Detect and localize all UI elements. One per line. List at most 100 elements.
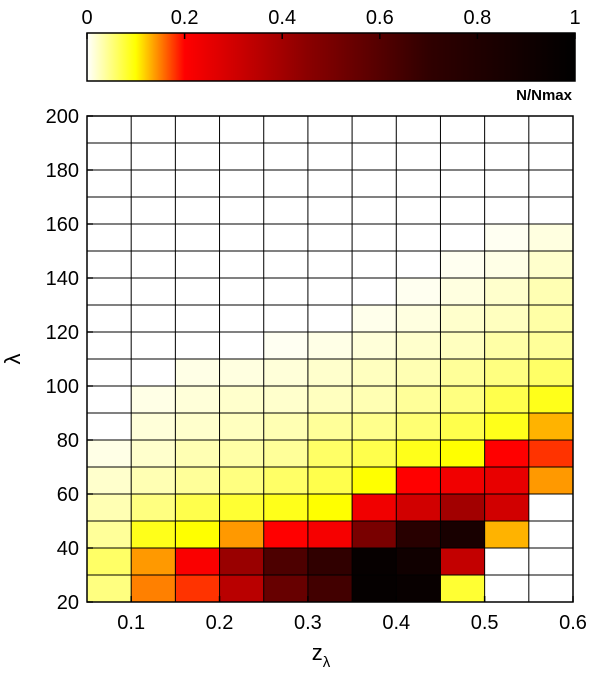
heatmap-cell bbox=[263, 170, 308, 197]
heatmap-cell bbox=[131, 413, 176, 440]
heatmap-cell bbox=[175, 143, 220, 170]
x-tick-label: 0.4 bbox=[382, 612, 410, 634]
heatmap-cell bbox=[396, 548, 441, 575]
heatmap-cell bbox=[219, 359, 264, 386]
heatmap-cell bbox=[307, 305, 353, 332]
heatmap-cell bbox=[87, 494, 132, 521]
heatmap-cell bbox=[131, 440, 176, 467]
heatmap-cell bbox=[440, 359, 485, 386]
heatmap-cell bbox=[131, 548, 176, 575]
colorbar-tick-label: 0 bbox=[81, 7, 92, 29]
heatmap-cell bbox=[484, 116, 529, 143]
heatmap-cell bbox=[528, 197, 573, 224]
heatmap-cell bbox=[440, 332, 485, 359]
heatmap-cell bbox=[87, 386, 132, 413]
heatmap-cell bbox=[396, 521, 441, 548]
heatmap-cell bbox=[352, 251, 397, 278]
heatmap-cell bbox=[87, 575, 132, 602]
heatmap-cell bbox=[263, 224, 308, 251]
heatmap-cell bbox=[307, 278, 353, 305]
heatmap-cell bbox=[528, 143, 573, 170]
heatmap-cell bbox=[263, 494, 308, 521]
heatmap-cell bbox=[440, 413, 485, 440]
heatmap-cell bbox=[263, 197, 308, 224]
heatmap-cell bbox=[263, 143, 308, 170]
heatmap-cell bbox=[352, 359, 397, 386]
heatmap-cell bbox=[396, 278, 441, 305]
heatmap-cell bbox=[352, 575, 397, 602]
heatmap-cell bbox=[307, 467, 353, 494]
heatmap-cell bbox=[307, 359, 353, 386]
heatmap-cell bbox=[263, 440, 308, 467]
colorbar-gradient bbox=[86, 32, 576, 82]
heatmap-cell bbox=[440, 197, 485, 224]
heatmap-cell bbox=[307, 494, 353, 521]
heatmap-cell bbox=[87, 278, 132, 305]
heatmap-cell bbox=[484, 251, 529, 278]
heatmap-cell bbox=[484, 440, 529, 467]
heatmap-cell bbox=[528, 332, 573, 359]
heatmap-cell bbox=[396, 494, 441, 521]
heatmap-cell bbox=[87, 224, 132, 251]
y-tick-label: 20 bbox=[57, 592, 79, 614]
heatmap-cell bbox=[440, 440, 485, 467]
heatmap-cell bbox=[219, 467, 264, 494]
heatmap-cell bbox=[484, 575, 529, 602]
x-tick-label: 0.5 bbox=[471, 612, 499, 634]
x-tick-label: 0.1 bbox=[117, 612, 145, 634]
heatmap-cell bbox=[528, 413, 573, 440]
heatmap-cell bbox=[396, 413, 441, 440]
heatmap-cell bbox=[352, 467, 397, 494]
y-tick-label: 60 bbox=[57, 484, 79, 506]
y-axis-ticks: 20 40 60 80 100 120 140 160 180 200 bbox=[46, 106, 93, 614]
heatmap-cell bbox=[219, 305, 264, 332]
heatmap-cell bbox=[307, 386, 353, 413]
heatmap-cell bbox=[219, 521, 264, 548]
heatmap-cell bbox=[528, 224, 573, 251]
heatmap-cell bbox=[484, 359, 529, 386]
heatmap-cell bbox=[396, 575, 441, 602]
heatmap-cell bbox=[484, 197, 529, 224]
colorbar-label: N/Nmax bbox=[516, 87, 573, 104]
heatmap-cell bbox=[219, 197, 264, 224]
heatmap-cell bbox=[528, 386, 573, 413]
heatmap-cells bbox=[87, 116, 573, 602]
y-tick-label: 200 bbox=[46, 106, 79, 128]
heatmap-cell bbox=[528, 116, 573, 143]
heatmap-cell bbox=[263, 413, 308, 440]
heatmap-cell bbox=[440, 170, 485, 197]
heatmap-cell bbox=[307, 548, 353, 575]
heatmap-cell bbox=[131, 251, 176, 278]
heatmap-cell bbox=[307, 197, 353, 224]
heatmap-cell bbox=[307, 440, 353, 467]
heatmap-cell bbox=[175, 305, 220, 332]
heatmap-cell bbox=[219, 143, 264, 170]
heatmap-cell bbox=[175, 251, 220, 278]
heatmap-cell bbox=[131, 224, 176, 251]
heatmap-cell bbox=[396, 197, 441, 224]
heatmap-cell bbox=[352, 494, 397, 521]
heatmap-cell bbox=[440, 575, 485, 602]
heatmap-cell bbox=[87, 332, 132, 359]
heatmap-cell bbox=[484, 548, 529, 575]
heatmap-cell bbox=[528, 467, 573, 494]
heatmap-cell bbox=[131, 197, 176, 224]
heatmap-cell bbox=[440, 278, 485, 305]
y-tick-label: 40 bbox=[57, 538, 79, 560]
heatmap-cell bbox=[396, 440, 441, 467]
heatmap-cell bbox=[87, 548, 132, 575]
heatmap-cell bbox=[307, 116, 353, 143]
heatmap-cell bbox=[484, 494, 529, 521]
heatmap-cell bbox=[307, 521, 353, 548]
heatmap-cell bbox=[87, 359, 132, 386]
heatmap-cell bbox=[131, 521, 176, 548]
colorbar-tick-label: 0.8 bbox=[463, 7, 491, 29]
heatmap-cell bbox=[87, 143, 132, 170]
heatmap-cell bbox=[219, 278, 264, 305]
heatmap-cell bbox=[396, 143, 441, 170]
heatmap-cell bbox=[440, 386, 485, 413]
heatmap-cell bbox=[440, 224, 485, 251]
heatmap-cell bbox=[175, 197, 220, 224]
heatmap-cell bbox=[484, 305, 529, 332]
heatmap-cell bbox=[484, 278, 529, 305]
